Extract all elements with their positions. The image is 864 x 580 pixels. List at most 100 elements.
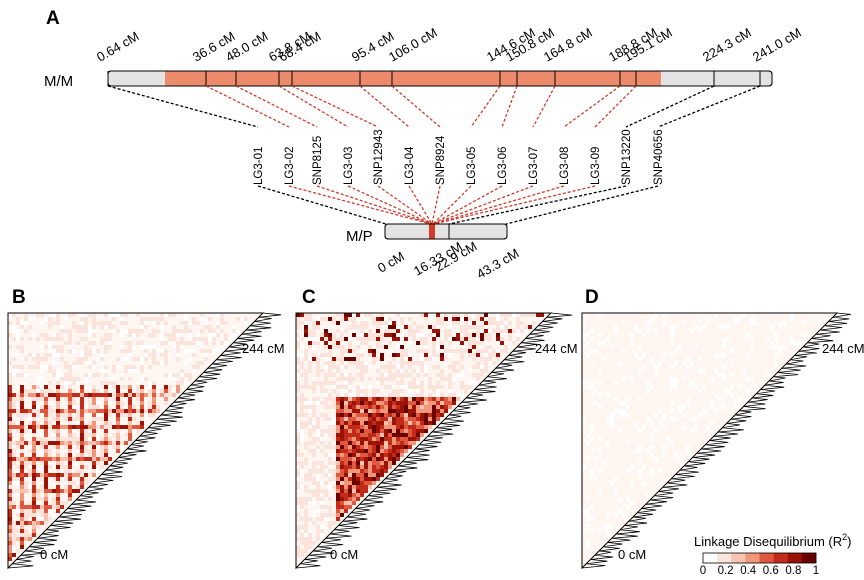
heatmap-cell	[28, 441, 32, 445]
heatmap-cell	[40, 389, 44, 393]
heatmap-cell	[416, 405, 420, 409]
marker-label: LG3-06	[497, 147, 509, 185]
heatmap-cell	[778, 349, 782, 353]
heatmap-cell	[344, 441, 348, 445]
heatmap-cell	[44, 337, 48, 341]
heatmap-cell	[586, 545, 590, 549]
heatmap-cell	[496, 313, 500, 317]
heatmap-cell	[8, 397, 12, 401]
heatmap-cell	[360, 385, 364, 389]
connector-top	[470, 85, 501, 128]
heatmap-cell	[16, 365, 20, 369]
heatmap-cell	[802, 333, 806, 337]
heatmap-cell	[400, 365, 404, 369]
heatmap-cell	[320, 517, 324, 521]
heatmap-cell	[80, 453, 84, 457]
heatmap-cell	[300, 409, 304, 413]
heatmap-cell	[710, 401, 714, 405]
heatmap-cell	[594, 349, 598, 353]
heatmap-cell	[320, 469, 324, 473]
heatmap-cell	[40, 377, 44, 381]
heatmap-cell	[440, 397, 444, 401]
heatmap-b-bottom-label: 0 cM	[40, 547, 68, 562]
heatmap-cell	[384, 449, 388, 453]
heatmap-cell	[84, 317, 88, 321]
heatmap-cell	[40, 365, 44, 369]
heatmap-cell	[392, 337, 396, 341]
heatmap-cell	[84, 357, 88, 361]
heatmap-cell	[328, 461, 332, 465]
heatmap-cell	[28, 437, 32, 441]
heatmap-cell	[56, 505, 60, 509]
heatmap-cell	[352, 501, 356, 505]
heatmap-cell	[328, 505, 332, 509]
heatmap-cell	[24, 457, 28, 461]
heatmap-cell	[380, 421, 384, 425]
heatmap-cell	[36, 525, 40, 529]
heatmap-cell	[376, 365, 380, 369]
heatmap-cell	[56, 373, 60, 377]
heatmap-cell	[400, 353, 404, 357]
heatmap-cell	[400, 389, 404, 393]
heatmap-cell	[324, 377, 328, 381]
heatmap-cell	[84, 449, 88, 453]
heatmap-cell	[340, 365, 344, 369]
heatmap-cell	[124, 321, 128, 325]
heatmap-cell	[112, 385, 116, 389]
heatmap-cell	[36, 337, 40, 341]
mm-chromosome-bar	[107, 70, 773, 87]
heatmap-cell	[84, 321, 88, 325]
heatmap-cell	[184, 349, 188, 353]
heatmap-cell	[372, 409, 376, 413]
heatmap-cell	[108, 385, 112, 389]
heatmap-cell	[40, 397, 44, 401]
heatmap-cell	[340, 505, 344, 509]
heatmap-cell	[432, 409, 436, 413]
heatmap-cell	[328, 393, 332, 397]
heatmap-cell	[312, 385, 316, 389]
heatmap-cell	[316, 509, 320, 513]
heatmap-cell	[360, 341, 364, 345]
heatmap-cell	[364, 401, 368, 405]
heatmap-cell	[468, 349, 472, 353]
heatmap-cell	[356, 489, 360, 493]
heatmap-cell	[316, 369, 320, 373]
heatmap-cell	[622, 409, 626, 413]
heatmap-cell	[68, 477, 72, 481]
heatmap-cell	[192, 365, 196, 369]
heatmap-cell	[492, 317, 496, 321]
heatmap-cell	[626, 497, 630, 501]
heatmap-cell	[8, 477, 12, 481]
marker-label: LG3-04	[404, 146, 416, 185]
heatmap-cell	[80, 425, 84, 429]
heatmap-cell	[44, 385, 48, 389]
heatmap-cell	[304, 397, 308, 401]
heatmap-cell	[24, 389, 28, 393]
heatmap-cell	[380, 453, 384, 457]
heatmap-cell	[766, 373, 770, 377]
heatmap-cell	[352, 321, 356, 325]
heatmap-cell	[424, 349, 428, 353]
heatmap-cell	[340, 313, 344, 317]
heatmap-cell	[380, 365, 384, 369]
heatmap-cell	[312, 449, 316, 453]
heatmap-cell	[718, 405, 722, 409]
heatmap-cell	[12, 441, 16, 445]
heatmap-cell	[432, 329, 436, 333]
heatmap-cell	[488, 337, 492, 341]
heatmap-cell	[368, 457, 372, 461]
heatmap-cell	[324, 405, 328, 409]
heatmap-cell	[72, 405, 76, 409]
heatmap-cell	[416, 369, 420, 373]
heatmap-cell	[340, 397, 344, 401]
heatmap-cell	[104, 389, 108, 393]
heatmap-cell	[638, 397, 642, 401]
heatmap-cell	[404, 369, 408, 373]
heatmap-cell	[24, 513, 28, 517]
heatmap-cell	[92, 429, 96, 433]
heatmap-cell	[328, 445, 332, 449]
heatmap-cell	[400, 433, 404, 437]
heatmap-cell	[488, 345, 492, 349]
heatmap-cell	[80, 461, 84, 465]
heatmap-cell	[164, 361, 168, 365]
